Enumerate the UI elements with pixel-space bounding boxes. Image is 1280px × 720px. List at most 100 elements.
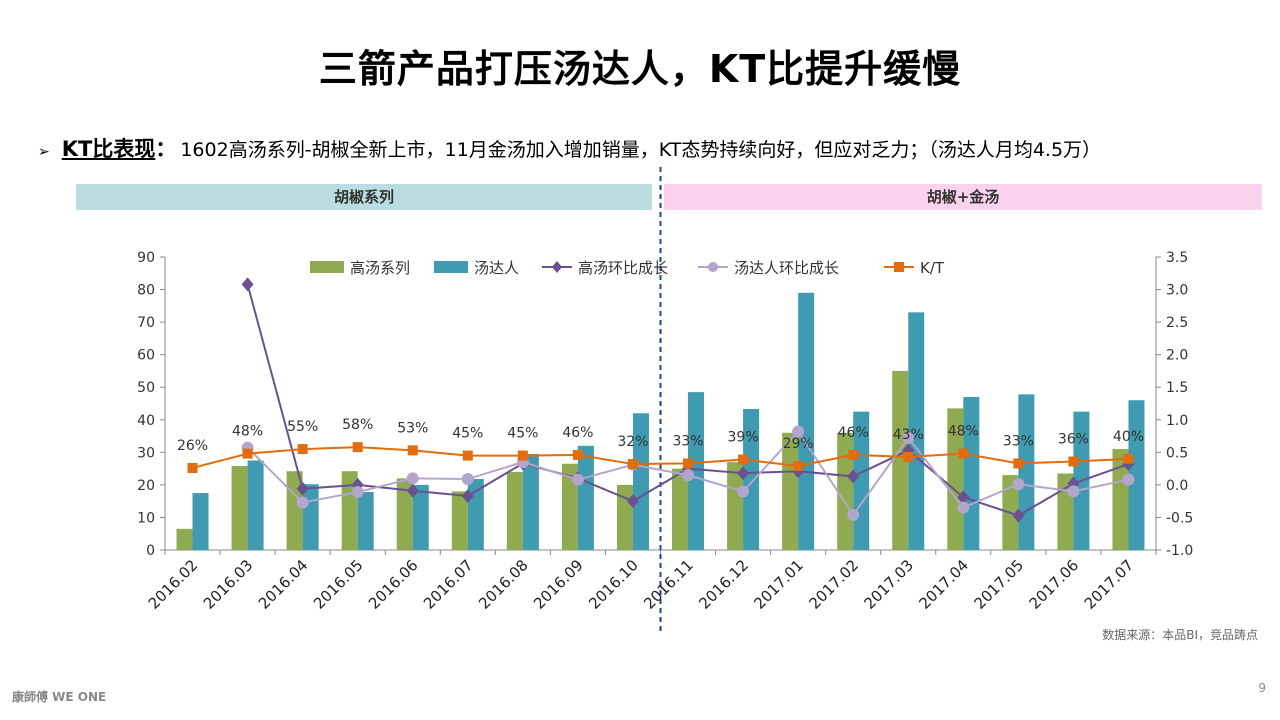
kt-colon: ： — [155, 137, 177, 161]
bar-gaotang — [1112, 449, 1129, 550]
bar-tangdaren — [688, 392, 705, 550]
point-diamond — [626, 494, 639, 509]
page-number: 9 — [1258, 681, 1266, 695]
kt-data-label: 32% — [617, 434, 648, 450]
point-diamond — [406, 483, 419, 498]
left-tick-label: 30 — [137, 445, 155, 461]
bar-gaotang — [396, 478, 413, 550]
axes-group: 0 10 20 30 40 50 60 70 80 90 -1.0 -0.5 0.0 0.5 1.0 1.5 2… — [137, 167, 1193, 632]
bar-tangdaren — [522, 453, 539, 550]
point-diamond — [957, 490, 970, 505]
right-tick-label: -1.0 — [1166, 543, 1193, 559]
kt-data-label: 33% — [1003, 433, 1034, 449]
bar-gaotang — [506, 471, 523, 550]
point-circle — [1122, 473, 1135, 486]
kt-label: KT比表现 — [61, 137, 156, 161]
bar-tangdaren — [302, 484, 319, 550]
x-tick-label: 2017.02 — [805, 556, 862, 613]
bar-gaotang — [837, 432, 854, 550]
legend-label: 高汤系列 — [350, 259, 410, 277]
bar-gaotang — [727, 462, 744, 550]
bar-tangdaren — [577, 445, 594, 550]
legend-group: 高汤系列 汤达人 高汤环比成长 汤达人环比成长 K/T — [310, 259, 945, 277]
x-tick-label: 2017.03 — [860, 556, 917, 613]
kt-data-label: 26% — [177, 438, 208, 454]
kt-data-label: 48% — [948, 424, 979, 440]
data-labels-group: 26% 48% 55% 58% 53% 45% 45% 46% 32% 33% 39% 29% 46% 4… — [177, 417, 1144, 454]
bar-gaotang — [176, 528, 193, 550]
bars-group — [176, 292, 1145, 550]
brand-logo: 康師傅 WE ONE — [12, 690, 107, 704]
bar-gaotang — [451, 491, 468, 550]
legend-label: 汤达人 — [474, 259, 519, 277]
x-tick-label: 2016.04 — [255, 556, 312, 613]
bar-tangdaren — [908, 312, 925, 550]
x-tick-label: 2016.07 — [420, 556, 477, 613]
series-line-2 — [192, 446, 1129, 469]
point-diamond — [241, 277, 254, 292]
point-square — [407, 445, 418, 456]
point-circle — [682, 469, 695, 482]
bar-tangdaren — [412, 484, 429, 550]
point-diamond — [1012, 508, 1025, 523]
bar-tangdaren — [357, 492, 374, 550]
x-tick-label: 2016.10 — [585, 556, 642, 613]
point-circle — [1012, 478, 1025, 491]
x-tick-labels-group: 2016.022016.032016.042016.052016.062016.… — [145, 556, 1138, 613]
kt-text: 1602高汤系列-胡椒全新上市，11月金汤加入增加销量，KT态势持续向好，但应对… — [180, 139, 1102, 161]
right-tick-label: 2.5 — [1166, 315, 1188, 331]
legend-marker — [894, 262, 904, 272]
left-tick-label: 20 — [137, 478, 155, 494]
point-diamond — [461, 488, 474, 503]
point-square — [958, 448, 969, 459]
left-tick-label: 50 — [137, 380, 155, 396]
point-diamond — [847, 469, 860, 484]
point-diamond — [296, 481, 309, 496]
bar-tangdaren — [247, 460, 264, 550]
kt-data-label: 45% — [507, 426, 538, 442]
right-tick-label: 1.5 — [1166, 380, 1188, 396]
point-circle — [406, 472, 419, 485]
point-square — [793, 461, 804, 472]
bar-tangdaren — [798, 292, 815, 550]
point-square — [1123, 453, 1134, 464]
bar-tangdaren — [1018, 394, 1035, 550]
legend-marker — [552, 261, 562, 273]
legend-label: 汤达人环比成长 — [734, 259, 839, 277]
point-circle — [1067, 485, 1080, 498]
point-square — [187, 462, 198, 473]
point-square — [352, 442, 363, 453]
point-square — [242, 448, 253, 459]
kt-data-label: 53% — [397, 420, 428, 436]
bar-tangdaren — [632, 413, 649, 550]
left-tick-label: 60 — [137, 348, 155, 364]
x-tick-label: 2017.05 — [971, 556, 1028, 613]
bar-tangdaren — [963, 396, 980, 550]
kt-data-label: 55% — [287, 419, 318, 435]
point-square — [462, 450, 473, 461]
point-square — [738, 454, 749, 465]
x-tick-label: 2016.09 — [530, 556, 587, 613]
kt-data-label: 46% — [562, 425, 593, 441]
bullet-arrow-icon: ➢ — [38, 144, 50, 160]
bar-tangdaren — [192, 493, 209, 550]
legend-swatch — [434, 261, 468, 273]
x-tick-label: 2016.08 — [475, 556, 532, 613]
point-circle — [351, 486, 364, 499]
x-tick-label: 2016.05 — [310, 556, 367, 613]
point-square — [903, 451, 914, 462]
point-square — [572, 449, 583, 460]
point-circle — [571, 473, 584, 486]
point-circle — [461, 473, 474, 486]
point-circle — [737, 485, 750, 498]
legend-label: 高汤环比成长 — [578, 259, 668, 277]
point-circle — [792, 425, 805, 438]
kt-data-label: 43% — [893, 427, 924, 443]
point-circle — [847, 508, 860, 521]
bar-gaotang — [892, 370, 909, 550]
point-square — [297, 444, 308, 455]
point-square — [683, 458, 694, 469]
point-circle — [957, 501, 970, 514]
kt-data-label: 40% — [1113, 429, 1144, 445]
point-square — [848, 449, 859, 460]
